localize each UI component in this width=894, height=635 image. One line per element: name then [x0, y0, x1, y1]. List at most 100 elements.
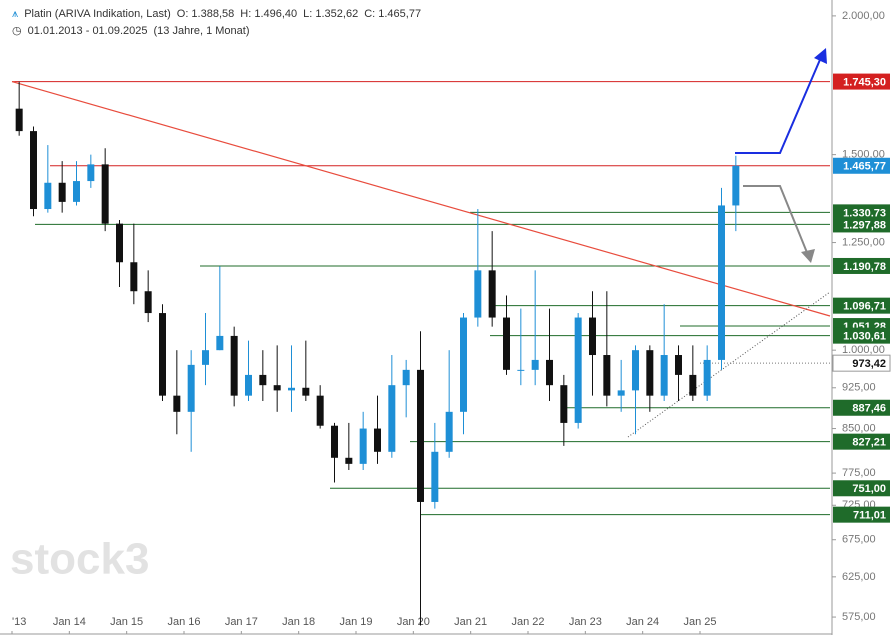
- x-tick-label: Jan 24: [626, 616, 659, 628]
- y-tick-label: 575,00: [842, 611, 876, 623]
- candle-body: [603, 355, 611, 396]
- title: Platin (ARIVA Indikation, Last): [24, 8, 171, 20]
- candle-body: [316, 395, 324, 426]
- level-label: 1.465,77: [843, 161, 886, 173]
- candle-body: [159, 313, 166, 396]
- watermark: stock3: [10, 535, 149, 584]
- level-box: [833, 297, 890, 314]
- candle-body: [574, 317, 582, 423]
- icon: ⩚: [12, 8, 19, 20]
- candle-body: [116, 223, 123, 263]
- candle-body: [646, 350, 654, 396]
- arrow: [735, 54, 823, 154]
- level-box: [833, 157, 890, 174]
- range: 01.01.2013 - 01.09.2025: [27, 25, 148, 37]
- level-label: 1.330,73: [843, 207, 886, 219]
- candle-body: [517, 369, 525, 371]
- x-tick-label: Jan 21: [454, 616, 487, 628]
- candle-body: [402, 369, 410, 386]
- arrow-head: [801, 249, 815, 263]
- y-tick-label: 675,00: [842, 534, 876, 546]
- level-box: [833, 73, 890, 90]
- candle-body: [488, 270, 496, 318]
- header: ⩚ Platin (ARIVA Indikation, Last) O: 1.388…: [12, 6, 427, 40]
- candle-body: [73, 181, 80, 202]
- candle-body: [374, 428, 381, 452]
- x-tick-label: Jan 22: [511, 616, 544, 628]
- candle-body: [388, 385, 396, 452]
- candle-body: [689, 374, 697, 396]
- y-tick-label: 850,00: [842, 422, 876, 434]
- level-label: 973,42: [852, 358, 886, 370]
- candle-body: [288, 387, 295, 391]
- x-tick-label: Jan 20: [397, 616, 430, 628]
- candle-body: [173, 395, 181, 412]
- level-box: [833, 506, 890, 523]
- candle-body: [460, 317, 467, 412]
- candle-body: [431, 451, 439, 502]
- x-tick-label: Jan 23: [569, 616, 602, 628]
- y-tick-label: 1.500,00: [842, 149, 885, 161]
- candle-body: [87, 164, 95, 182]
- candle-body: [632, 350, 639, 391]
- level-label: 1.030,61: [843, 331, 886, 343]
- x-tick-label: '13: [12, 616, 26, 628]
- level-box: [833, 399, 890, 416]
- trend-line: [11, 81, 831, 317]
- level-box: [832, 354, 891, 372]
- x-tick-label: Jan 18: [282, 616, 315, 628]
- level-box: [833, 433, 890, 450]
- x-tick-label: Jan 16: [167, 616, 200, 628]
- level-label: 1.096,71: [843, 301, 886, 313]
- candle-body: [58, 182, 66, 202]
- candle-body: [345, 457, 353, 464]
- candle-body: [359, 428, 367, 464]
- candle-body: [245, 374, 252, 396]
- y-tick-label: 625,00: [842, 571, 876, 583]
- candle-body: [30, 131, 37, 210]
- support-line: [627, 291, 831, 438]
- x-tick-label: Jan 15: [110, 616, 143, 628]
- span: (13 Jahre, 1 Monat): [153, 25, 250, 37]
- candle-body: [560, 385, 568, 423]
- candle-body: [202, 350, 209, 365]
- level-box: [833, 327, 890, 344]
- y-tick-label: 925,00: [842, 382, 876, 394]
- candle-body: [718, 205, 725, 360]
- arrow: [743, 185, 809, 256]
- level-box: [833, 216, 890, 233]
- level-label: 1.190,78: [843, 261, 886, 273]
- y-tick-label: 1.250,00: [842, 236, 885, 248]
- candle-body: [130, 262, 138, 292]
- candle-body: [187, 364, 195, 412]
- candle-body: [546, 359, 553, 386]
- y-tick-label: 775,00: [842, 467, 876, 479]
- candle-body: [302, 387, 310, 396]
- candle-body: [660, 355, 668, 396]
- y-tick-label: 1.000,00: [842, 344, 885, 356]
- y-tick-label: 2.000,00: [842, 10, 885, 22]
- candle-body: [617, 390, 625, 396]
- candle-body: [101, 164, 109, 224]
- candle-body: [445, 411, 453, 452]
- candle-body: [259, 374, 267, 386]
- level-label: 1.297,88: [843, 219, 886, 231]
- candle-body: [331, 425, 338, 458]
- quote: O: 1.388,58: [176, 8, 235, 20]
- candle-body: [503, 317, 510, 370]
- level-label: 827,21: [852, 437, 886, 449]
- x-tick-label: Jan 19: [339, 616, 372, 628]
- x-tick-label: Jan 25: [683, 616, 716, 628]
- quote: H: 1.496,40: [240, 8, 298, 20]
- level-label: 751,00: [852, 483, 886, 495]
- level-label: 887,46: [852, 403, 886, 415]
- level-box: [833, 257, 890, 274]
- candle-body: [230, 335, 238, 396]
- candle-body: [216, 335, 224, 351]
- x-tick-label: Jan 17: [225, 616, 258, 628]
- quote: C: 1.465,77: [364, 8, 422, 20]
- clock-icon: ◷: [12, 25, 22, 37]
- quote: L: 1.352,62: [303, 8, 359, 20]
- candle-body: [273, 385, 281, 391]
